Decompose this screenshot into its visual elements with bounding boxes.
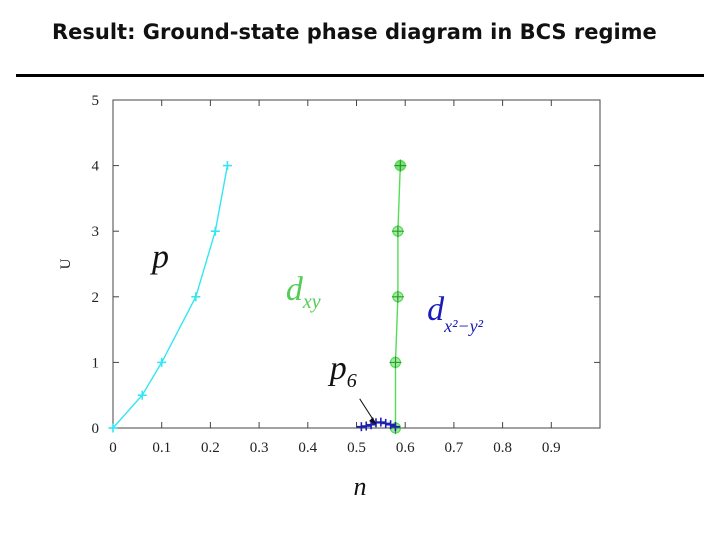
- series-line-0: [112, 165, 229, 429]
- data-point: [222, 161, 232, 171]
- slide-title: Result: Ground-state phase diagram in BC…: [52, 20, 657, 44]
- x-tick-label: 0.2: [201, 440, 220, 456]
- x-tick-label: 0.9: [542, 440, 561, 456]
- x-tick-label: 0.6: [396, 440, 415, 456]
- data-point: [389, 356, 402, 369]
- x-tick-label: 0.3: [250, 440, 269, 456]
- data-point: [394, 159, 407, 172]
- data-point: [376, 417, 386, 427]
- x-axis-label: n: [354, 472, 367, 501]
- annotation-layer: p dxy dx²−y² p6: [150, 238, 484, 425]
- data-point: [191, 292, 201, 302]
- x-tick-label: 0.4: [298, 440, 317, 456]
- region-label-1: dxy: [286, 271, 321, 313]
- data-point: [361, 421, 371, 431]
- x-tick-label: 0: [109, 440, 117, 456]
- x-axis-ticks: 0 0.1 0.2 0.3 0.4 0.5 0.6 0.7 0.8 0.9: [109, 100, 561, 456]
- x-tick-label: 0.5: [347, 440, 366, 456]
- region-label-subscript: x²−y²: [443, 316, 484, 336]
- y-tick-label: 3: [92, 224, 100, 240]
- y-tick-label: 0: [92, 421, 100, 437]
- data-point: [157, 357, 167, 367]
- y-tick-label: 2: [92, 290, 100, 306]
- x-tick-label: 0.7: [445, 440, 464, 456]
- data-point: [108, 423, 118, 433]
- series-layer: [108, 159, 407, 434]
- x-tick-label: 0.8: [493, 440, 512, 456]
- data-point: [386, 420, 396, 430]
- y-tick-label: 5: [92, 93, 100, 109]
- data-point: [381, 418, 391, 428]
- data-point: [210, 226, 220, 236]
- y-tick-label: 4: [92, 159, 100, 175]
- data-point: [137, 390, 147, 400]
- title-divider: [16, 74, 704, 77]
- y-axis-label: U: [58, 258, 74, 269]
- data-point: [391, 290, 404, 303]
- y-tick-label: 1: [92, 355, 100, 371]
- region-label-2: dx²−y²: [427, 291, 484, 336]
- region-label-0: p: [150, 238, 169, 275]
- data-point: [391, 225, 404, 238]
- region-label-subscript: xy: [302, 291, 321, 313]
- p6-pointer-arrowhead: [368, 417, 376, 425]
- region-label-3: p6: [328, 350, 357, 392]
- x-tick-label: 0.1: [152, 440, 171, 456]
- y-axis-ticks: 0 1 2 3 4 5: [92, 93, 600, 437]
- region-label-subscript: 6: [347, 370, 357, 392]
- data-point: [390, 422, 400, 432]
